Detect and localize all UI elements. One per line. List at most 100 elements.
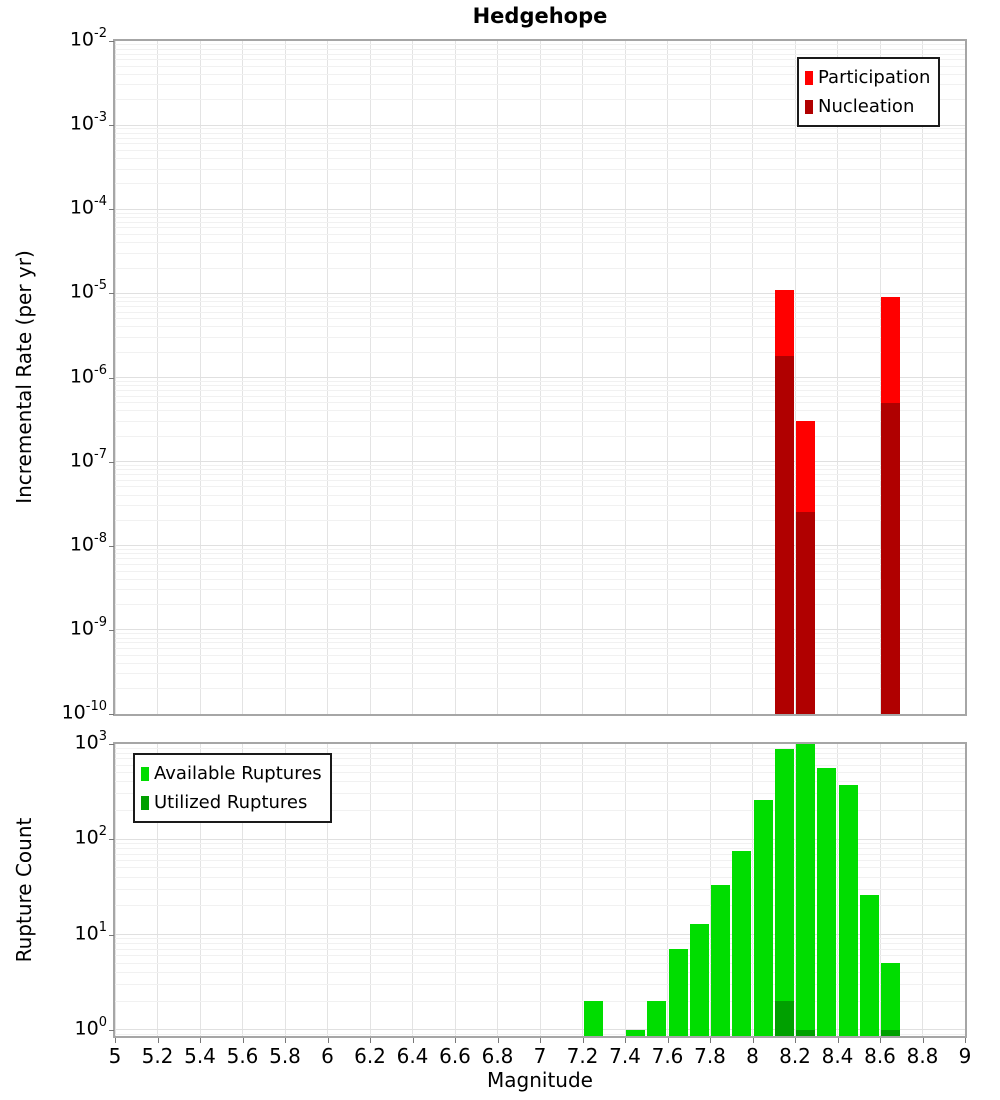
bar-utilized-ruptures (881, 1029, 901, 1036)
y-tick-label: 10-10 (61, 699, 107, 724)
gridline-minor (115, 486, 965, 488)
gridline-minor (115, 971, 965, 973)
y-tick-label: 102 (74, 824, 107, 849)
gridline-major (115, 1029, 965, 1031)
gridline-minor (115, 752, 965, 754)
gridline-minor (115, 402, 965, 404)
y-tick-mark (109, 461, 114, 463)
gridline-minor (115, 84, 965, 86)
gridline-major (115, 124, 965, 126)
gridline-vertical (922, 744, 923, 1036)
y-tick-label: 101 (74, 919, 107, 944)
legend-label: Nucleation (818, 96, 915, 117)
x-tick-mark (625, 1038, 626, 1043)
gridline-minor (115, 793, 965, 795)
gridline-minor (115, 326, 965, 328)
gridline-minor (115, 252, 965, 254)
gridline-minor (115, 73, 965, 75)
gridline-vertical (709, 744, 711, 1036)
gridline-vertical (794, 744, 796, 1036)
y-tick-mark (109, 125, 114, 127)
gridline-vertical (369, 744, 371, 1036)
gridline-minor (115, 673, 965, 675)
gridline-minor (115, 876, 965, 878)
gridline-minor (115, 137, 965, 139)
gridline-vertical (752, 744, 753, 1036)
x-tick-label: 7.6 (651, 1044, 684, 1068)
y-tick-mark (109, 293, 114, 295)
gridline-vertical (242, 744, 243, 1036)
x-tick-label: 6.4 (396, 1044, 429, 1068)
gridline-minor (115, 938, 965, 940)
gridline-minor (115, 395, 965, 397)
x-tick-label: 6.6 (439, 1044, 471, 1068)
gridline-minor (115, 843, 965, 845)
legend-item-available-ruptures: Available Ruptures (141, 759, 322, 788)
x-tick-mark (710, 1038, 711, 1043)
y-tick-mark (109, 744, 114, 745)
bar-available-ruptures (583, 1001, 603, 1036)
y-tick-label: 10-4 (69, 194, 107, 219)
bar-available-ruptures (753, 799, 773, 1036)
gridline-minor (115, 859, 965, 861)
gridline-vertical (837, 744, 838, 1036)
gridline-minor (115, 227, 965, 229)
x-tick-label: 9 (958, 1044, 972, 1068)
x-tick-label: 8.4 (821, 1044, 854, 1068)
x-axis-label: Magnitude (487, 1068, 593, 1092)
gridline-minor (115, 212, 965, 214)
gridline-minor (115, 772, 965, 774)
gridline-vertical (284, 744, 286, 1036)
gridline-minor (115, 242, 965, 244)
x-tick-label: 6.2 (354, 1044, 386, 1068)
x-tick-label: 5.2 (141, 1044, 174, 1068)
gridline-minor (115, 758, 965, 760)
bar-available-ruptures (774, 748, 794, 1036)
gridline-vertical (115, 744, 116, 1036)
gridline-minor (115, 183, 965, 185)
y-tick-mark (109, 377, 114, 379)
gridline-minor (115, 549, 965, 551)
gridline-minor (115, 905, 965, 907)
y-tick-label: 10-2 (69, 26, 107, 51)
gridline-vertical (157, 744, 158, 1036)
participation-swatch-icon (805, 70, 813, 85)
gridline-minor (115, 99, 965, 101)
gridline-minor (115, 948, 965, 950)
x-tick-label: 8 (746, 1044, 759, 1068)
gridline-major (115, 208, 965, 210)
gridline-minor (115, 570, 965, 572)
y-tick-label: 103 (74, 729, 107, 754)
bar-nucleation (881, 402, 901, 714)
x-tick-mark (327, 1038, 329, 1043)
bar-nucleation (796, 512, 816, 714)
x-tick-mark (922, 1038, 924, 1043)
gridline-minor (115, 53, 965, 55)
gridline-minor (115, 296, 965, 298)
bar-available-ruptures (817, 767, 837, 1036)
gridline-minor (115, 267, 965, 269)
gridline-minor (115, 65, 965, 67)
legend-rate: Participation Nucleation (797, 57, 941, 127)
x-tick-label: 5.4 (184, 1044, 216, 1068)
x-tick-mark (242, 1038, 244, 1043)
gridline-vertical (582, 744, 583, 1036)
gridline-minor (115, 553, 965, 555)
gridline-minor (115, 983, 965, 985)
bar-available-ruptures (668, 949, 688, 1036)
x-tick-mark (285, 1038, 286, 1043)
x-tick-mark (497, 1038, 499, 1043)
gridline-minor (115, 474, 965, 476)
y-tick-label: 10-5 (69, 278, 107, 303)
gridline-vertical (964, 744, 965, 1036)
gridline-minor (115, 311, 965, 313)
y-tick-mark (109, 1029, 114, 1031)
y-tick-mark (109, 209, 114, 211)
gridline-minor (115, 390, 965, 392)
gridline-vertical (412, 744, 413, 1036)
gridline-minor (115, 853, 965, 855)
y-tick-mark (109, 934, 114, 936)
gridline-minor (115, 1033, 965, 1035)
x-tick-label: 7.8 (694, 1044, 726, 1068)
gridline-minor (115, 216, 965, 218)
